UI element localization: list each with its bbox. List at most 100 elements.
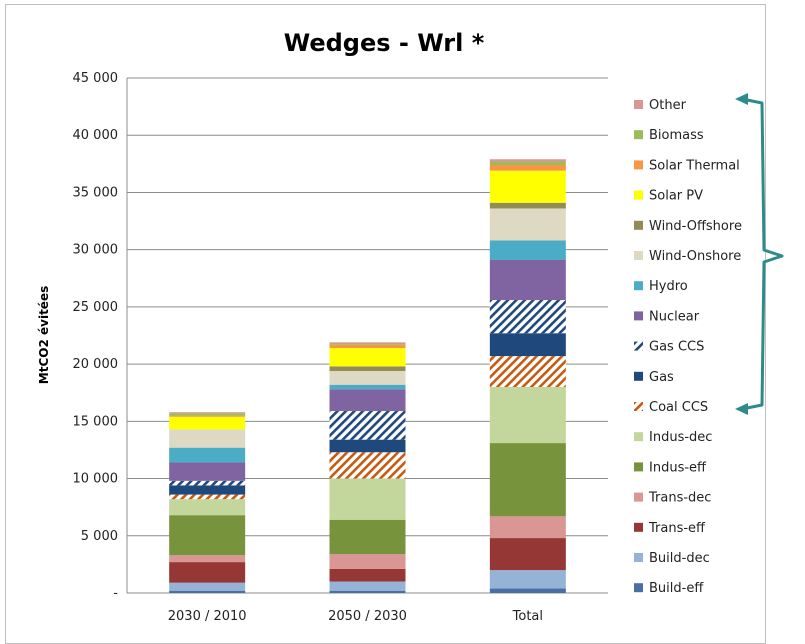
bar-segment (489, 170, 566, 203)
bar-segment (169, 480, 246, 486)
legend-label: Biomass (649, 128, 704, 143)
legend-label: Indus-eff (649, 460, 707, 475)
bar-segment (489, 588, 566, 593)
x-tick-label: 2030 / 2010 (168, 609, 247, 624)
y-tick-label: - (113, 586, 118, 601)
legend-label: Hydro (649, 279, 688, 294)
bar-segment (169, 447, 246, 463)
bar-segment (169, 412, 246, 414)
legend-swatch (634, 583, 643, 593)
legend-swatch (634, 492, 643, 502)
bar-segment (489, 202, 566, 209)
bars (169, 159, 566, 593)
legend-swatch (634, 100, 643, 109)
bar-segment (169, 590, 246, 593)
bar-segment (169, 462, 246, 481)
bar-segment (329, 343, 406, 345)
bar-segment (329, 348, 406, 367)
legend-swatch (634, 130, 643, 140)
bar-segment (329, 439, 406, 453)
bar-segment (489, 161, 566, 165)
bar-segment (169, 429, 246, 448)
bar-segment (329, 581, 406, 591)
bar-segment (169, 485, 246, 495)
legend-swatch (634, 251, 643, 260)
bar-segment (329, 366, 406, 371)
legend-label: Gas CCS (649, 340, 704, 355)
x-axis-ticks: 2030 / 2010 2050 / 2030 Total (168, 609, 543, 624)
y-tick-label: 5 000 (81, 529, 118, 544)
legend-swatch (634, 220, 643, 230)
legend-label: Build-eff (649, 581, 704, 596)
y-tick-label: 20 000 (73, 357, 119, 372)
bar-segment (329, 452, 406, 479)
bar-segment (489, 570, 566, 589)
legend-swatch (634, 190, 643, 200)
legend-swatch (634, 432, 643, 442)
legend-label: Trans-eff (648, 521, 706, 536)
legend-label: Build-dec (649, 551, 710, 566)
bar-segment (489, 240, 566, 260)
legend-label: Coal CCS (649, 400, 708, 415)
legend-label: Solar Thermal (649, 158, 740, 173)
bar-segment (329, 342, 406, 344)
bar-segment (169, 416, 246, 430)
bar-segment (329, 590, 406, 593)
legend-swatch (634, 311, 643, 321)
bar-segment (489, 443, 566, 517)
y-axis-ticks: - 5 000 10 000 15 000 20 000 25 000 30 000 35 0… (73, 71, 119, 601)
legend-swatch (634, 553, 643, 562)
y-axis-label: MtCO2 évitées (37, 286, 51, 384)
bar-segment (489, 259, 566, 301)
bar-segment (169, 413, 246, 416)
bar-segment (169, 515, 246, 556)
bar-segment (329, 568, 406, 582)
bar-segment (169, 415, 246, 417)
legend-bracket-annotation (735, 93, 784, 415)
bar-segment (489, 164, 566, 171)
legend-label: Gas (649, 370, 674, 385)
legend-swatch (634, 522, 643, 532)
y-tick-label: 25 000 (73, 300, 119, 315)
y-tick-label: 40 000 (73, 128, 119, 143)
bracket-line (740, 97, 784, 411)
bar-segment (329, 519, 406, 555)
bar-segment (169, 499, 246, 516)
y-tick-label: 10 000 (73, 472, 119, 487)
bar-segment (329, 554, 406, 569)
legend-swatch (634, 160, 643, 170)
bar-segment (489, 538, 566, 571)
legend-label: Other (649, 98, 687, 113)
bar-segment (329, 344, 406, 349)
y-tick-label: 30 000 (73, 243, 119, 258)
x-tick-label: 2050 / 2030 (328, 609, 407, 624)
y-tick-label: 45 000 (73, 71, 119, 86)
legend-label: Solar PV (649, 189, 703, 204)
legend-swatch (634, 341, 643, 351)
legend-swatch (634, 281, 643, 291)
legend-label: Nuclear (649, 309, 700, 324)
arrow-head-top (735, 93, 748, 105)
legend-swatch (634, 371, 643, 381)
bar-segment (489, 159, 566, 162)
legend-label: Trans-dec (648, 491, 711, 506)
legend-swatch (634, 462, 643, 472)
bar-segment (329, 370, 406, 385)
bar-segment (329, 478, 406, 520)
legend-label: Indus-dec (649, 430, 712, 445)
bar-segment (489, 516, 566, 539)
bar-segment (489, 356, 566, 387)
legend-label: Wind-Onshore (649, 249, 741, 264)
bar-segment (489, 333, 566, 357)
bar-segment (329, 411, 406, 440)
legend-swatch (634, 402, 643, 411)
bar-segment (489, 300, 566, 334)
y-tick-label: 35 000 (73, 185, 119, 200)
bar-segment (489, 208, 566, 241)
x-tick-label: Total (512, 609, 543, 624)
bar-segment (329, 384, 406, 390)
bar-segment (169, 562, 246, 583)
y-tick-label: 15 000 (73, 414, 119, 429)
arrow-head-bottom (735, 403, 748, 415)
bar-segment (169, 555, 246, 563)
